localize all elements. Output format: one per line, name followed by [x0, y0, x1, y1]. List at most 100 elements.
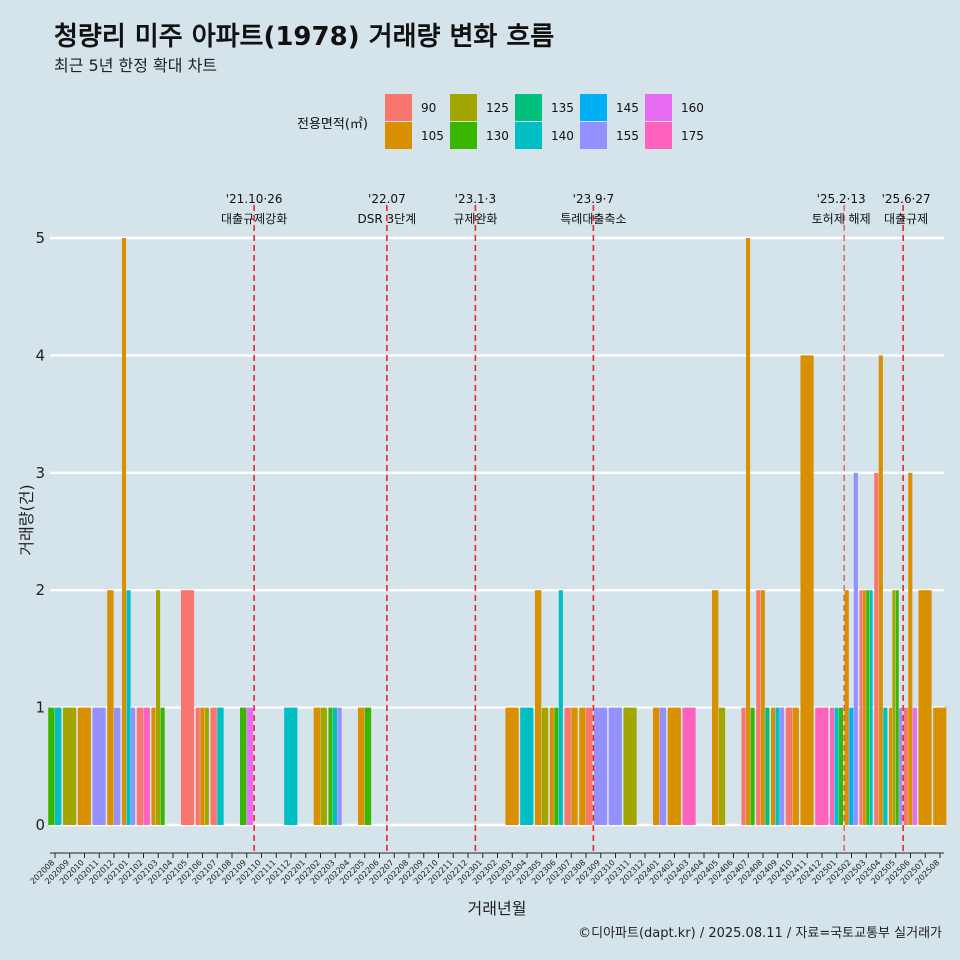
- bar: [114, 707, 121, 825]
- bar: [131, 707, 136, 825]
- event-label: 대출규제강화: [221, 212, 287, 226]
- event-label: 대출규제: [884, 212, 928, 226]
- bar: [200, 707, 205, 825]
- bar: [284, 707, 298, 825]
- bar: [745, 238, 751, 825]
- bar: [892, 590, 896, 825]
- bar: [899, 707, 903, 825]
- event-markers: '21.10·26 대출규제강화 '22.07 DSR 3단계 '23.1·3 규제완화 '…: [221, 192, 931, 853]
- bar: [756, 590, 761, 825]
- bar: [357, 707, 365, 825]
- source-caption: ©디아파트(dapt.kr) / 2025.08.11 / 자료=국토교통부 실…: [578, 926, 942, 941]
- y-tick-label: 4: [35, 346, 45, 364]
- y-axis-title: 거래량(건): [17, 484, 36, 555]
- bar: [765, 707, 770, 825]
- bar: [912, 707, 917, 825]
- event-label: 특례대출축소: [560, 212, 626, 226]
- bar: [874, 472, 879, 825]
- bar: [320, 707, 327, 825]
- bar: [195, 707, 200, 825]
- y-tick-label: 2: [35, 581, 45, 599]
- bar: [554, 707, 559, 825]
- bar: [505, 707, 519, 825]
- bar: [800, 355, 814, 825]
- chart-title: 청량리 미주 아파트(1978) 거래량 변화 흐름: [54, 22, 555, 52]
- bar: [682, 707, 696, 825]
- bar: [121, 238, 127, 825]
- bar: [866, 590, 870, 825]
- bar: [869, 590, 873, 825]
- legend-swatch: [385, 122, 412, 149]
- legend-title: 전용면적(㎡): [297, 117, 368, 132]
- legend-label: 135: [551, 101, 574, 115]
- bar: [623, 707, 637, 825]
- event-label: 규제완화: [453, 212, 497, 226]
- bar: [520, 707, 534, 825]
- bar: [246, 707, 254, 825]
- legend-label: 140: [551, 129, 574, 143]
- bar: [364, 707, 372, 825]
- legend-label: 130: [486, 129, 509, 143]
- bar: [711, 590, 719, 825]
- bar: [741, 707, 746, 825]
- y-tick-label: 3: [35, 464, 45, 482]
- legend-swatch: [645, 94, 672, 121]
- bar: [160, 707, 165, 825]
- legend-swatch: [385, 94, 412, 121]
- bar: [815, 707, 829, 825]
- y-tick-label: 0: [35, 816, 45, 834]
- bar: [136, 707, 144, 825]
- legend-label: 90: [421, 101, 436, 115]
- event-date-label: '21.10·26: [226, 192, 283, 206]
- bar: [55, 707, 62, 825]
- bar: [239, 707, 247, 825]
- bar: [760, 590, 765, 825]
- bar: [829, 707, 835, 825]
- legend: 전용면적(㎡) 90 105 125 130 135 140 145 155 160 175: [297, 94, 704, 149]
- bar: [785, 707, 793, 825]
- event-label: 토허제 해제: [812, 212, 871, 226]
- bar: [659, 707, 667, 825]
- legend-swatch: [450, 94, 477, 121]
- bar: [667, 707, 681, 825]
- bar: [558, 590, 563, 825]
- legend-swatch: [515, 122, 542, 149]
- bar: [918, 590, 932, 825]
- bar: [859, 590, 863, 825]
- bar: [155, 590, 161, 825]
- bar: [849, 707, 854, 825]
- bar: [883, 707, 888, 825]
- legend-label: 125: [486, 101, 509, 115]
- bar: [534, 590, 542, 825]
- bar: [143, 707, 150, 825]
- bar: [77, 707, 91, 825]
- bar: [92, 707, 106, 825]
- bar: [180, 590, 195, 825]
- bar: [107, 590, 114, 825]
- legend-swatch: [515, 94, 542, 121]
- bar: [775, 707, 780, 825]
- bar: [332, 707, 338, 825]
- bar: [792, 707, 799, 825]
- bar: [204, 707, 209, 825]
- legend-swatch: [450, 122, 477, 149]
- legend-label: 155: [616, 129, 639, 143]
- bar: [564, 707, 571, 825]
- bar: [549, 707, 554, 825]
- bar: [313, 707, 321, 825]
- bar: [593, 707, 608, 825]
- bar: [126, 590, 131, 825]
- y-tick-label: 5: [35, 229, 45, 247]
- bar: [834, 707, 839, 825]
- bar: [908, 472, 913, 825]
- event-label: DSR 3단계: [358, 212, 417, 226]
- bar: [652, 707, 660, 825]
- bar: [888, 707, 892, 825]
- bar: [878, 355, 883, 825]
- legend-swatch: [580, 122, 607, 149]
- bar: [770, 707, 776, 825]
- bar: [217, 707, 224, 825]
- bar: [210, 707, 217, 825]
- legend-label: 175: [681, 129, 704, 143]
